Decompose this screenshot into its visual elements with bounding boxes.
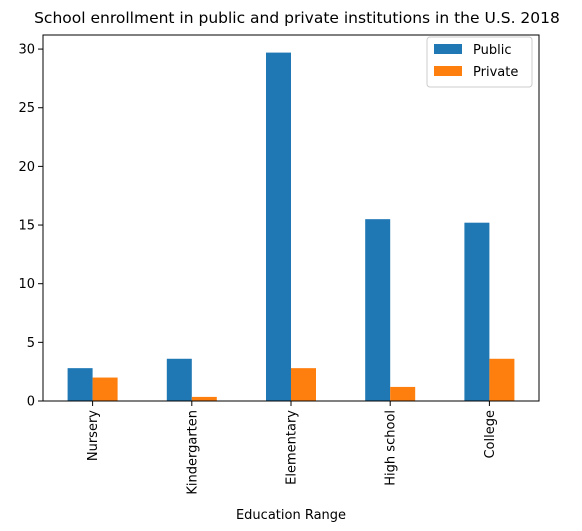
- y-tick-label: 20: [18, 160, 35, 175]
- y-tick-label: 25: [18, 101, 35, 116]
- bar-private-elementary: [291, 368, 316, 401]
- legend-label-private: Private: [473, 65, 518, 80]
- legend: Public Private: [426, 36, 533, 88]
- x-tick-label: Elementary: [285, 410, 300, 485]
- legend-swatch-public: [434, 44, 462, 54]
- x-axis-title: Education Range: [236, 508, 346, 523]
- y-tick-label: 5: [27, 336, 35, 351]
- y-tick-label: 10: [18, 277, 35, 292]
- x-tick-label: Kindergarten: [185, 410, 200, 495]
- legend-swatch-private: [434, 66, 462, 76]
- bar-public-college: [464, 222, 490, 401]
- y-axis: 0 5 10 15 20 25 30: [18, 43, 43, 410]
- bar-private-college: [489, 358, 515, 401]
- bar-private-kindergarten: [191, 396, 217, 401]
- bar-public-nursery: [67, 368, 93, 401]
- plot-frame: [42, 34, 540, 402]
- x-tick-label: High school: [384, 410, 399, 486]
- bar-public-elementary: [266, 52, 291, 401]
- x-axis: Nursery Kindergarten Elementary High school…: [86, 401, 498, 495]
- bar-series-group: [67, 52, 515, 401]
- legend-label-public: Public: [473, 43, 511, 58]
- x-tick-label: College: [483, 410, 498, 459]
- y-tick-label: 0: [27, 395, 35, 410]
- y-tick-label: 15: [18, 219, 35, 234]
- bar-public-kindergarten: [166, 358, 192, 401]
- chart-title: School enrollment in public and private …: [34, 9, 560, 27]
- bar-public-high-school: [365, 219, 391, 401]
- y-tick-label: 30: [18, 43, 35, 58]
- bar-private-high-school: [390, 386, 416, 401]
- x-tick-label: Nursery: [86, 410, 101, 461]
- bar-private-nursery: [92, 377, 118, 401]
